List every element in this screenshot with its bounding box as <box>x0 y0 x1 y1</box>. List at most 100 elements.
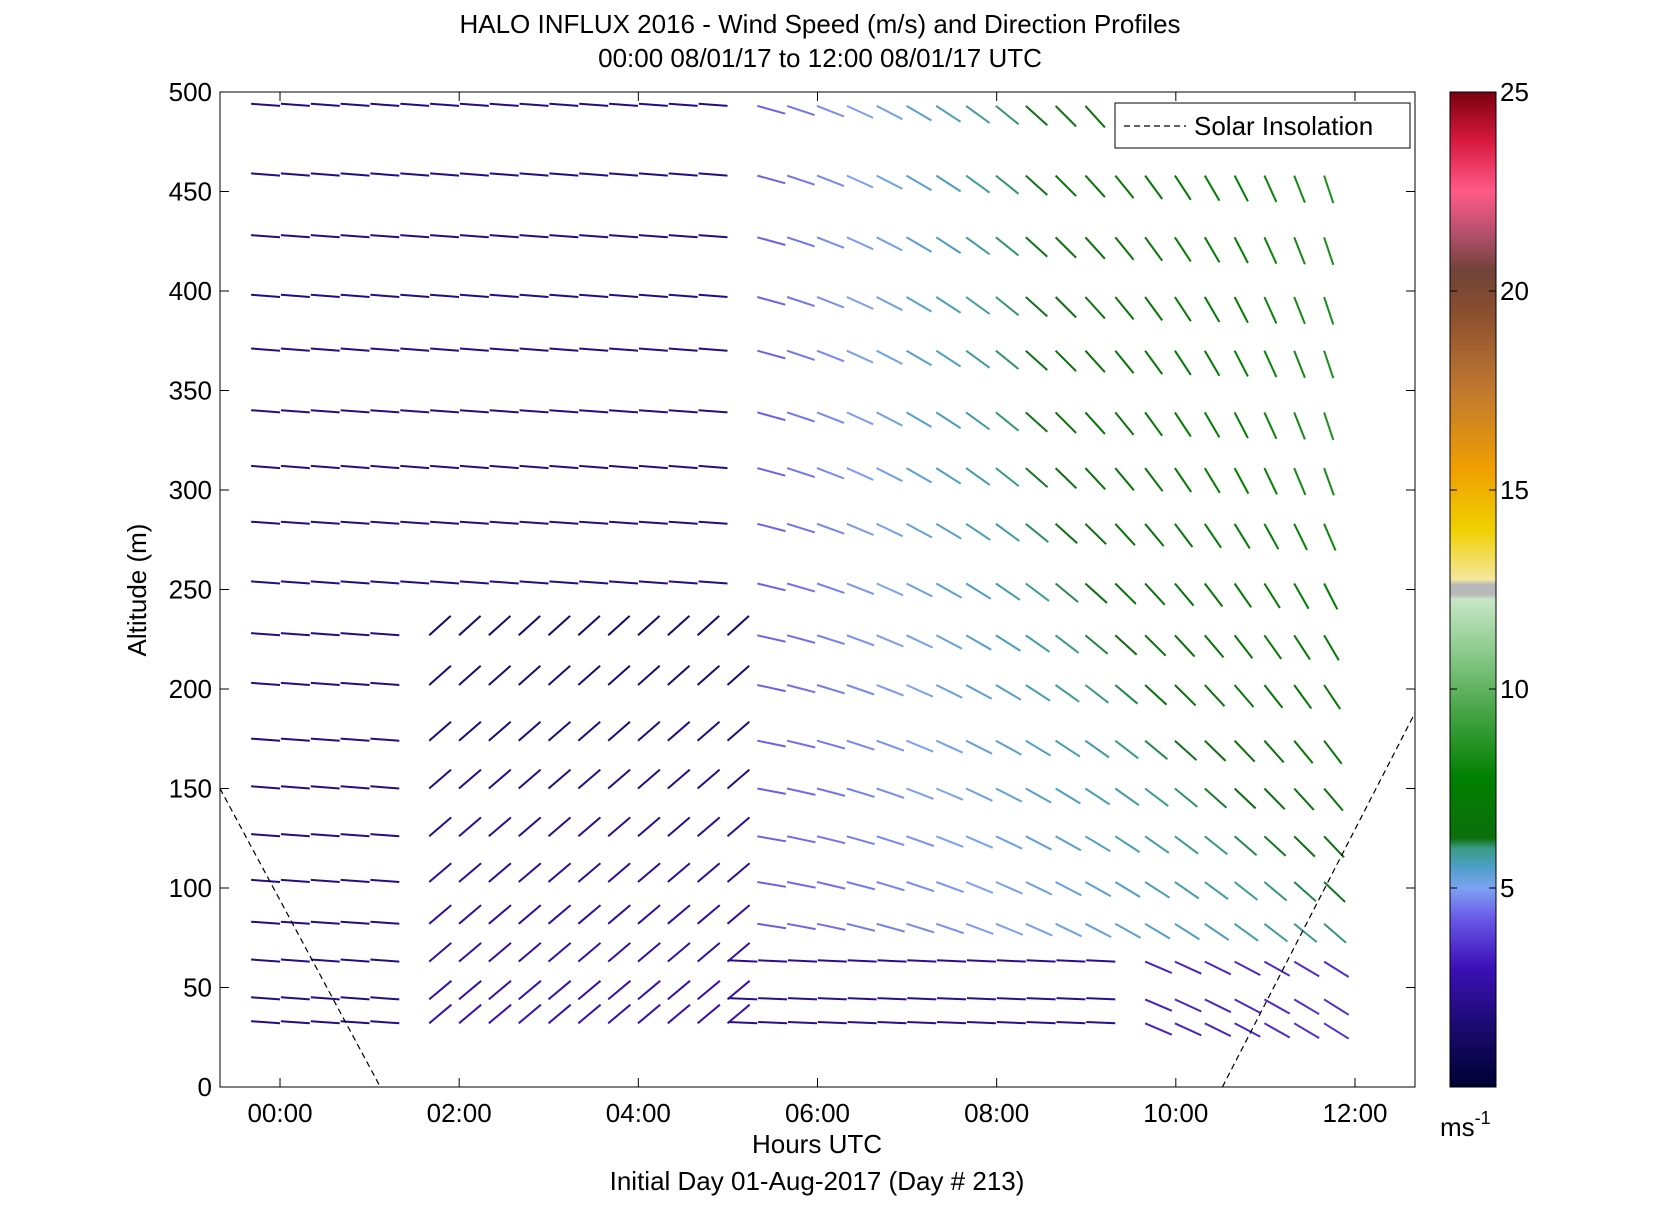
wind-barb <box>668 293 698 298</box>
wind-barb <box>667 615 691 637</box>
wind-barb <box>1054 236 1077 259</box>
wind-barb <box>1323 740 1343 765</box>
wind-barb <box>1263 1022 1291 1039</box>
wind-barb <box>280 102 310 107</box>
wind-barb <box>1323 835 1345 858</box>
wind-barb <box>1203 467 1221 494</box>
wind-barb <box>340 580 370 585</box>
wind-barb <box>1026 959 1056 963</box>
wind-barb <box>696 980 721 1001</box>
wind-barb <box>1204 881 1229 901</box>
wind-barb <box>1293 236 1306 265</box>
wind-barb <box>458 862 482 883</box>
x-tick-label: 04:00 <box>606 1098 671 1128</box>
wind-barb <box>489 293 519 298</box>
wind-barb <box>340 172 370 177</box>
wind-barb <box>1056 959 1086 963</box>
wind-barb <box>757 411 786 422</box>
wind-barb <box>1263 350 1278 378</box>
wind-barb <box>579 409 609 414</box>
wind-barb <box>459 520 489 525</box>
wind-barb <box>1233 684 1255 708</box>
wind-barb <box>935 522 962 540</box>
wind-barb <box>607 862 631 883</box>
wind-barb <box>459 464 489 470</box>
wind-barb <box>280 1020 310 1025</box>
wind-barb <box>1025 105 1048 127</box>
wind-barb <box>876 467 903 483</box>
wind-barb <box>519 464 549 470</box>
wind-barb <box>519 409 549 414</box>
wind-barb <box>609 520 639 525</box>
wind-barb <box>609 347 639 352</box>
wind-barb <box>1025 411 1048 433</box>
wind-barb <box>965 174 991 194</box>
wind-barb <box>1025 236 1048 258</box>
wind-barb <box>637 980 661 1001</box>
wind-barb <box>995 881 1023 895</box>
wind-barb <box>519 172 549 177</box>
wind-barb <box>609 293 639 298</box>
wind-barb <box>400 409 430 414</box>
wind-barb <box>1263 923 1289 943</box>
wind-barb <box>1114 467 1135 491</box>
y-tick-label: 150 <box>169 774 212 804</box>
wind-barb <box>280 920 310 925</box>
wind-barb <box>668 172 698 177</box>
legend-label: Solar Insolation <box>1194 111 1373 141</box>
wind-barb <box>757 522 786 533</box>
wind-barb <box>1114 835 1141 853</box>
wind-barb <box>1144 467 1164 492</box>
wind-barb <box>757 104 786 115</box>
colorbar-tick-label: 20 <box>1500 276 1529 306</box>
wind-barb <box>280 409 310 414</box>
wind-barb <box>876 881 905 892</box>
wind-barb <box>667 904 691 925</box>
wind-barb <box>1054 467 1078 490</box>
wind-barb <box>1114 582 1137 605</box>
wind-barb <box>1263 296 1278 324</box>
wind-barb <box>758 959 788 963</box>
wind-barb <box>965 411 991 431</box>
wind-barb <box>1293 583 1310 610</box>
wind-barb <box>579 347 609 352</box>
wind-barb <box>310 520 340 525</box>
wind-barb <box>251 580 281 585</box>
wind-barb <box>518 720 542 742</box>
wind-barb <box>1144 739 1169 760</box>
wind-barb <box>1144 523 1165 547</box>
wind-barb <box>280 996 310 1001</box>
wind-barb <box>400 464 430 470</box>
wind-barb <box>430 520 460 525</box>
wind-barb <box>1174 634 1196 658</box>
wind-barb <box>280 958 310 963</box>
wind-barb <box>1293 350 1306 379</box>
wind-barb <box>400 172 430 177</box>
wind-barb <box>1084 739 1110 759</box>
wind-barb <box>488 862 512 883</box>
wind-barb <box>1263 960 1291 977</box>
wind-barb <box>757 787 786 795</box>
wind-barb <box>1323 296 1335 325</box>
wind-barb <box>1293 684 1313 710</box>
wind-barb <box>1203 523 1222 549</box>
wind-barb <box>935 467 962 485</box>
wind-barb <box>786 236 815 248</box>
wind-barb <box>609 172 639 177</box>
wind-barb <box>1114 236 1135 261</box>
wind-barb <box>638 293 668 298</box>
wind-barb <box>310 293 340 298</box>
wind-barb <box>786 174 815 186</box>
wind-barb <box>1263 740 1285 764</box>
wind-barb <box>251 996 281 1001</box>
wind-barb <box>698 520 728 525</box>
wind-barb <box>1025 684 1051 702</box>
wind-barb <box>816 467 845 480</box>
wind-barb <box>1144 634 1167 657</box>
wind-barb <box>370 580 400 585</box>
wind-barb <box>637 816 661 838</box>
wind-barb <box>1025 582 1050 602</box>
wind-barb <box>996 1021 1026 1025</box>
wind-barb <box>370 1020 400 1025</box>
wind-barb <box>1144 582 1166 606</box>
